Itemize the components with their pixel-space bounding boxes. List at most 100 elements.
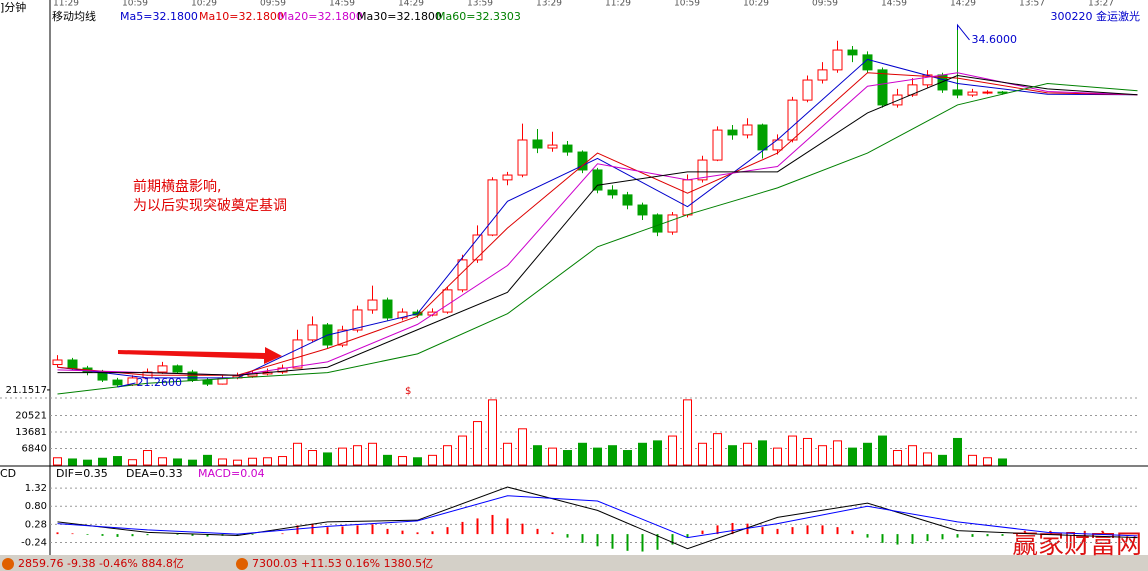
annotation: 为以后实现突破奠定基调 xyxy=(133,197,287,214)
volume-bar xyxy=(473,421,482,466)
candle-body xyxy=(472,234,483,261)
candle-body xyxy=(727,129,738,136)
marker: $ xyxy=(405,386,411,397)
price-pointer xyxy=(957,23,970,41)
candle-body xyxy=(862,54,873,71)
volume-bar xyxy=(128,459,137,466)
ticker-text: 7300.03 +11.53 0.16% 1380.5亿 xyxy=(252,557,433,570)
time-label: 14:59 xyxy=(881,0,907,9)
time-label: 13:27 xyxy=(1088,0,1114,9)
legend-entry: DEA=0.33 xyxy=(126,467,183,480)
volume-bar xyxy=(353,445,362,466)
time-label: 10:59 xyxy=(122,0,148,9)
candle-body xyxy=(652,214,663,233)
candle-body xyxy=(442,289,453,313)
candle-body xyxy=(292,339,303,369)
volume-bar xyxy=(578,442,587,466)
volume-bar xyxy=(548,447,557,466)
legend-entry: Ma60=32.3303 xyxy=(436,10,521,23)
legend-entry: Ma20=32.1800 xyxy=(278,10,363,23)
candle-body xyxy=(622,194,633,206)
candle-body xyxy=(697,159,708,181)
price-label: 34.6000 xyxy=(972,33,1018,46)
volume-bar xyxy=(398,456,407,466)
price-label: 21.2600 xyxy=(137,376,183,389)
line xyxy=(57,58,1138,379)
volume-bar xyxy=(218,458,227,466)
icon xyxy=(2,558,14,570)
legend-entry: Ma5=32.1800 xyxy=(120,10,198,23)
legend-entry: Ma30=32.1800 xyxy=(357,10,442,23)
annotation: 前期横盘影响, xyxy=(133,178,221,195)
candle-body xyxy=(712,129,723,161)
candle-body xyxy=(67,359,78,369)
candle-body xyxy=(637,204,648,216)
candle-body xyxy=(907,84,918,96)
candle-body xyxy=(787,99,798,141)
volume-bar xyxy=(638,442,647,466)
time-label: 10:29 xyxy=(743,0,769,9)
volume-bar xyxy=(428,454,437,466)
legend-entry: Ma10=32.1800 xyxy=(199,10,284,23)
candle-body xyxy=(997,91,1008,94)
candle-body xyxy=(592,169,603,191)
stock-label: 300220 金运激光 xyxy=(1051,9,1141,23)
volume-bar xyxy=(653,440,662,466)
candle-body xyxy=(367,299,378,311)
volume-bar xyxy=(83,459,92,466)
candle-body xyxy=(577,151,588,171)
volume-bar xyxy=(953,437,962,466)
time-label: 14:59 xyxy=(329,0,355,9)
time-label: 14:29 xyxy=(398,0,424,9)
candle-body xyxy=(517,139,528,176)
candle-body xyxy=(187,371,198,381)
legend-entry: MACD=0.04 xyxy=(198,467,265,480)
panel-title: CD xyxy=(0,467,16,480)
indicator-label: 移动均线 xyxy=(52,9,96,23)
volume-bar xyxy=(368,442,377,466)
candle-body xyxy=(952,89,963,96)
candle-body xyxy=(922,74,933,86)
volume-bar xyxy=(683,399,692,466)
legend-entry: DIF=0.35 xyxy=(56,467,108,480)
time-label: 09:59 xyxy=(260,0,286,9)
candle-body xyxy=(982,91,993,94)
volume-bar xyxy=(773,447,782,466)
arrow xyxy=(118,347,282,364)
volume-bar xyxy=(758,440,767,466)
ticker-text: 2859.76 -9.38 -0.46% 884.8亿 xyxy=(18,557,184,570)
time-label: 10:29 xyxy=(191,0,217,9)
y-tick-label: -0.24 xyxy=(21,537,47,548)
volume-bar xyxy=(323,452,332,466)
volume-bar xyxy=(893,450,902,466)
candle-body xyxy=(817,69,828,81)
time-label: 11:29 xyxy=(605,0,631,9)
candle-body xyxy=(502,174,513,181)
time-label: 10:59 xyxy=(674,0,700,9)
y-tick-label: 1.32 xyxy=(25,483,47,494)
volume-bar xyxy=(923,452,932,466)
line xyxy=(57,74,1138,376)
volume-bar xyxy=(68,458,77,466)
line xyxy=(57,72,1138,376)
volume-bar xyxy=(143,450,152,466)
volume-bar xyxy=(503,442,512,466)
volume-bar xyxy=(248,457,257,466)
volume-bar xyxy=(533,445,542,466)
y-tick-label: 20521 xyxy=(15,410,47,421)
volume-bar xyxy=(908,445,917,466)
price-pointer xyxy=(117,382,136,388)
candle-body xyxy=(832,49,843,71)
time-label: 11:29 xyxy=(53,0,79,9)
time-label: 13:57 xyxy=(1019,0,1045,9)
volume-bar xyxy=(968,454,977,466)
volume-bar xyxy=(698,442,707,466)
candle-body xyxy=(487,179,498,236)
volume-bar xyxy=(518,428,527,466)
volume-bar xyxy=(863,442,872,466)
volume-bar xyxy=(443,445,452,466)
time-label: 09:59 xyxy=(812,0,838,9)
candle-body xyxy=(172,365,183,373)
line xyxy=(57,72,1138,376)
